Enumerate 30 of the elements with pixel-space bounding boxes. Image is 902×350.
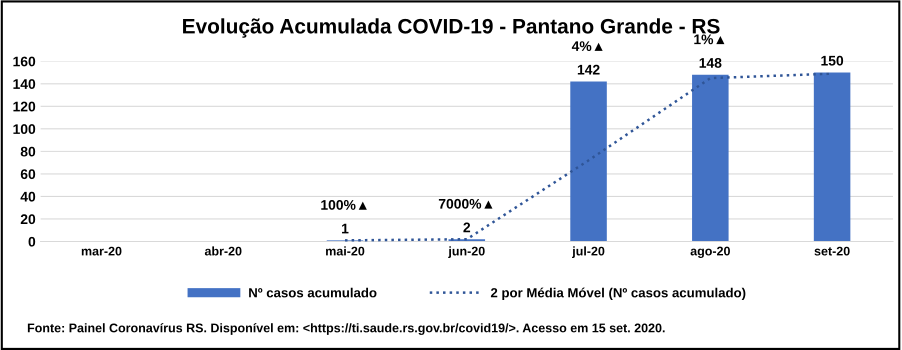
annotation: 100%▲ bbox=[321, 200, 367, 210]
legend-label: Nº casos acumulado bbox=[249, 288, 376, 298]
bar bbox=[814, 72, 850, 242]
y-tick-label: 80 bbox=[20, 146, 36, 157]
data-label: 1 bbox=[342, 224, 348, 234]
y-tick-label: 160 bbox=[13, 56, 36, 66]
y-tick-label: 40 bbox=[20, 192, 36, 202]
x-tick-label: jul-20 bbox=[572, 246, 604, 258]
x-tick-label: set-20 bbox=[814, 246, 850, 256]
legend-label: 2 por Média Móvel (Nº casos acumulado) bbox=[490, 288, 746, 300]
x-tick-label: mai-20 bbox=[326, 246, 364, 256]
x-tick-label: abr-20 bbox=[204, 246, 242, 256]
y-tick-label: 60 bbox=[20, 169, 36, 180]
annotation: 4%▲ bbox=[572, 41, 603, 51]
y-tick-label: 100 bbox=[13, 124, 36, 134]
x-tick-label: mar-20 bbox=[82, 246, 122, 256]
y-tick-label: 0 bbox=[28, 236, 36, 247]
x-tick-label: jun-20 bbox=[448, 246, 485, 258]
source-note: Fonte: Painel Coronavírus RS. Disponível em: <https://ti.saude.rs.gov.br/covid19/>. Acesso em 15 set. 2020. bbox=[28, 323, 665, 335]
data-label: 150 bbox=[821, 56, 844, 66]
y-tick-label: 120 bbox=[13, 102, 36, 112]
annotation: 7000%▲ bbox=[438, 198, 492, 209]
data-label: 142 bbox=[578, 64, 600, 74]
data-label: 2 bbox=[463, 222, 470, 232]
bar bbox=[570, 82, 607, 242]
bar bbox=[692, 74, 729, 242]
y-tick-label: 140 bbox=[13, 79, 36, 89]
x-tick-label: ago-20 bbox=[690, 246, 730, 258]
y-tick-label: 20 bbox=[20, 214, 36, 224]
data-label: 148 bbox=[700, 58, 722, 68]
